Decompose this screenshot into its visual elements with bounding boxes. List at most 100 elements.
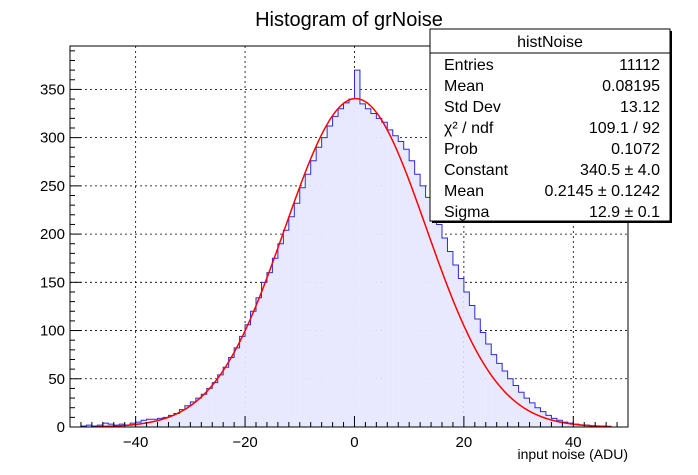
histogram-bin (261, 282, 267, 427)
x-tick-label: 20 (456, 434, 473, 451)
gaussian-fit (97, 97, 612, 428)
histogram-bin (365, 108, 371, 428)
stats-value: 340.5 ± 4.0 (580, 162, 660, 179)
y-tick-label: 250 (40, 178, 65, 195)
histogram-bin (206, 388, 213, 427)
histogram-bin (86, 425, 92, 427)
histogram-bin (223, 367, 229, 427)
histogram-bin (256, 297, 262, 427)
histogram-bin (403, 149, 410, 428)
x-tick-label: 0 (350, 434, 358, 451)
histogram-bin (518, 392, 525, 427)
stats-label: Constant (444, 162, 509, 179)
histogram-bin (272, 258, 278, 427)
histogram-bin (288, 216, 295, 427)
histogram-bin (102, 423, 109, 427)
histogram-bin (414, 174, 421, 427)
histogram-bin (551, 418, 557, 427)
histogram-bin (524, 398, 530, 427)
histogram-bin (283, 230, 289, 427)
histogram-bin (409, 160, 415, 427)
histogram-bin (228, 357, 235, 427)
histogram-bin (327, 126, 333, 427)
stats-box-frame (429, 28, 671, 222)
histogram-bin (163, 417, 169, 427)
histogram-bin (338, 108, 344, 428)
histogram-bin (463, 291, 470, 427)
y-tick-label: 100 (40, 323, 65, 340)
histogram-bin (321, 137, 328, 427)
stats-box: histNoise Entries 11112 Mean 0.08195 Std Dev 1… (429, 28, 672, 223)
histogram-bin (562, 422, 568, 427)
histogram-bin (250, 311, 256, 427)
stats-value: 109.1 / 92 (589, 120, 660, 137)
stats-value: 13.12 (620, 99, 660, 116)
histogram-bin (491, 354, 497, 427)
histogram-bin (442, 237, 448, 427)
stats-value: 0.2145 ± 0.1242 (544, 183, 660, 200)
histogram-bin (387, 129, 393, 428)
histogram-bin (573, 424, 579, 427)
histogram-series (80, 69, 628, 428)
histogram-bin (535, 407, 541, 427)
stats-label: χ² / ndf (444, 120, 494, 137)
stats-label: Mean (444, 183, 484, 200)
histogram-bin (425, 197, 432, 427)
histogram-bin (173, 413, 180, 427)
axis-ticks (70, 50, 618, 428)
y-tick-label: 350 (40, 81, 65, 98)
stats-box-title: histNoise (517, 34, 583, 51)
fit-curve (97, 97, 612, 428)
histogram-bin (152, 419, 158, 427)
stats-value: 0.1072 (611, 141, 660, 158)
histogram-bin (179, 409, 185, 427)
histogram-bin (556, 420, 563, 427)
histogram-bin (567, 423, 574, 427)
histogram-bin (332, 116, 339, 427)
x-tick-label: −20 (232, 434, 257, 451)
histogram-bin (447, 251, 453, 427)
histogram-bin (480, 332, 486, 427)
stats-label: Mean (444, 78, 484, 95)
histogram-bin (420, 185, 426, 427)
stats-label: Sigma (444, 204, 489, 221)
histogram-bin (381, 122, 388, 427)
x-tick-labels: −40 −20 0 20 40 (123, 434, 582, 451)
histogram-bin (299, 187, 306, 427)
y-tick-label: 0 (57, 419, 65, 436)
histogram-bin (436, 224, 442, 427)
y-tick-label: 50 (48, 371, 65, 388)
histogram-bin (184, 405, 191, 427)
histogram-bin (485, 344, 492, 427)
histogram-bin (370, 113, 377, 428)
stats-label: Std Dev (444, 99, 501, 116)
histogram-bin (502, 371, 508, 427)
histogram-bin (398, 141, 404, 427)
histogram-bin (513, 385, 519, 427)
chart-title: Histogram of grNoise (255, 9, 443, 31)
stats-value: 11112 (619, 57, 660, 74)
histogram-bin (474, 318, 481, 427)
histogram-bin (359, 103, 366, 428)
histogram-bin (157, 418, 163, 427)
y-tick-label: 200 (40, 226, 65, 243)
histogram-bin (294, 203, 300, 427)
histogram-bin (277, 243, 284, 427)
histogram-bin (310, 160, 317, 427)
histogram-bin (168, 415, 174, 427)
histogram-bin (392, 135, 399, 427)
histogram-bin (190, 401, 196, 427)
histogram-outline (80, 69, 628, 428)
histogram-bin (316, 147, 322, 427)
histogram-bin (234, 347, 240, 427)
histogram-bin (201, 394, 207, 427)
y-tick-label: 150 (40, 274, 65, 291)
stats-label: Prob (444, 141, 478, 158)
histogram-bin (496, 363, 503, 427)
histogram-bin (376, 118, 382, 428)
histogram-bin (343, 102, 349, 427)
x-axis-title: input noise (ADU) (518, 446, 629, 462)
histogram-bin (217, 374, 224, 427)
histogram-bin (507, 378, 514, 427)
